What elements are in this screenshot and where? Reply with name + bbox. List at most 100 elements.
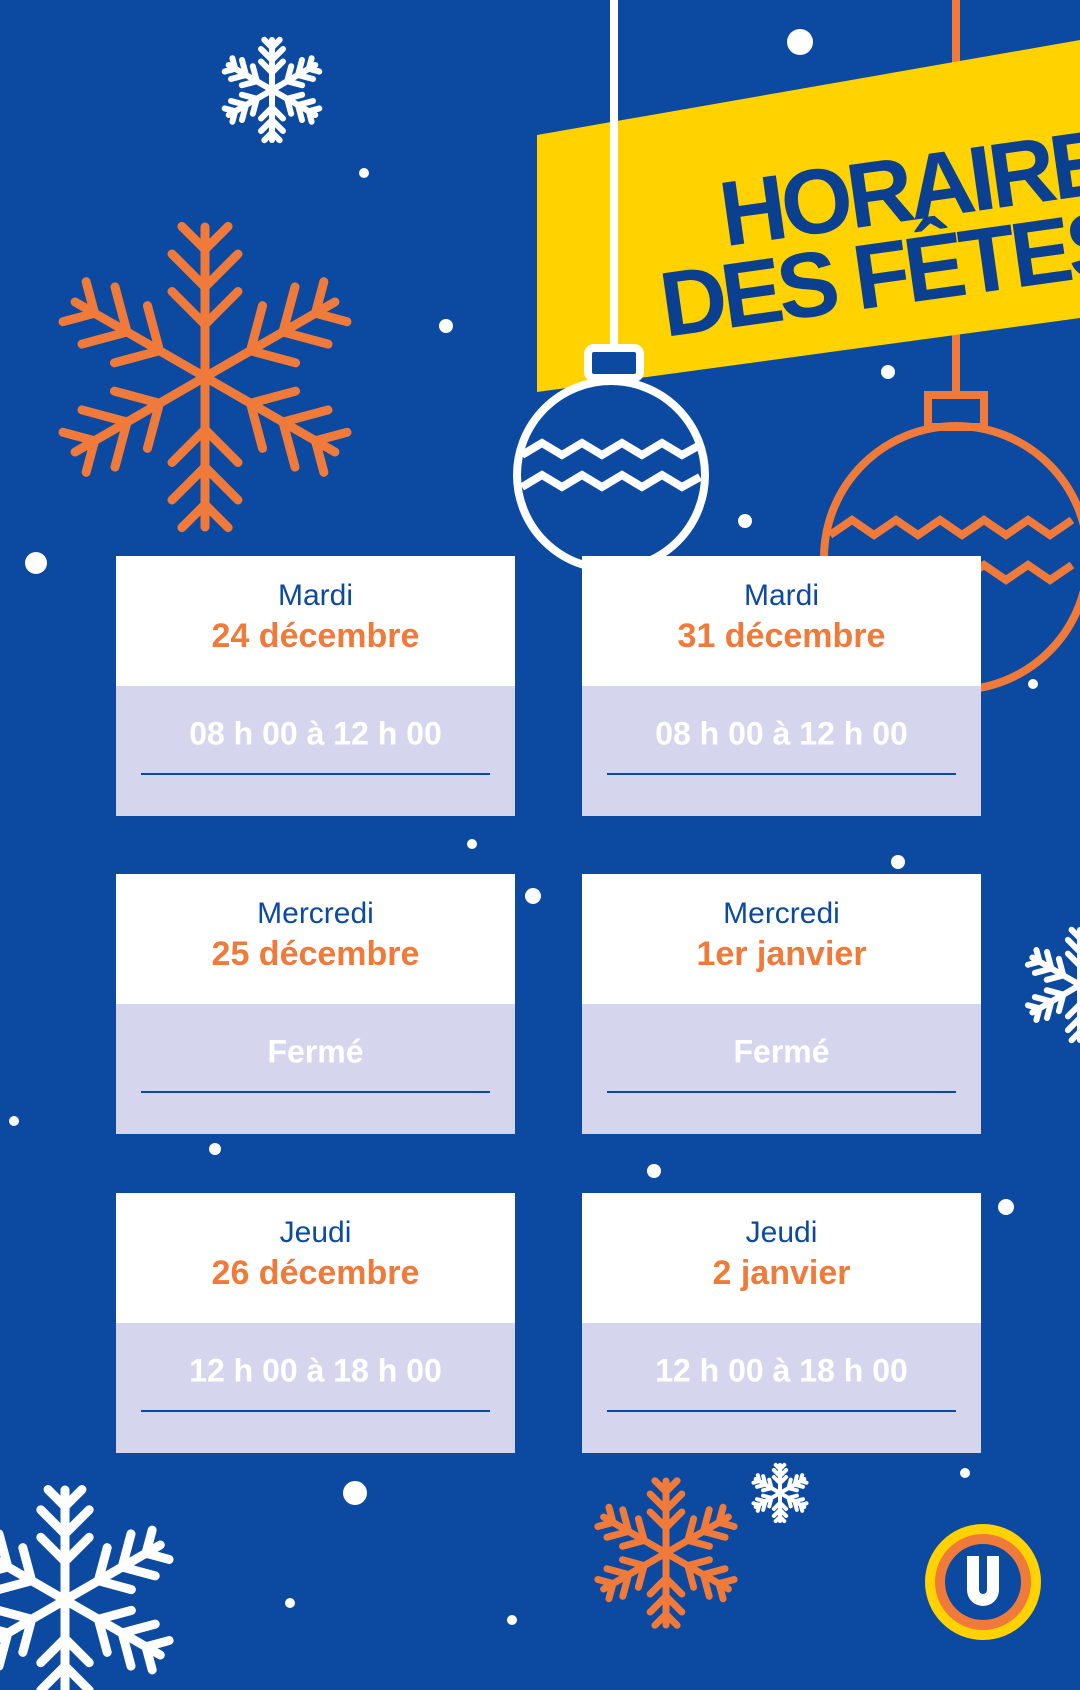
branch (36, 1532, 94, 1568)
snow-dot (209, 1143, 221, 1155)
snowflake-arm (58, 372, 210, 477)
snow-dot (787, 29, 813, 55)
branch (261, 36, 283, 52)
branch (221, 55, 239, 75)
hours: Fermé (267, 1033, 363, 1069)
branch (771, 1506, 789, 1518)
snowflake-arm (646, 1549, 686, 1629)
branch (714, 1503, 738, 1530)
branch (58, 427, 101, 477)
arm (0, 1540, 70, 1605)
snowflake-arm (751, 1491, 782, 1513)
card-bottom (116, 1323, 515, 1453)
branch (0, 1619, 14, 1671)
branch (786, 1493, 799, 1509)
card-top (116, 874, 515, 1004)
branch (683, 1515, 713, 1550)
branch (755, 1497, 768, 1512)
branch (761, 1493, 774, 1509)
card-bottom (582, 1004, 981, 1134)
card-top (582, 874, 981, 1004)
snowflake-arm (646, 1477, 686, 1557)
card-bottom (582, 686, 981, 816)
date: 2 janvier (713, 1254, 851, 1292)
date: 26 décembre (212, 1254, 420, 1292)
branch (1031, 994, 1056, 1022)
branch (116, 1529, 160, 1581)
snowflake-arm (167, 221, 243, 382)
branch (683, 1556, 713, 1591)
branch (36, 1659, 94, 1690)
day-card: Mercredi 1er janvier Fermé (582, 874, 981, 1134)
branch (309, 277, 352, 327)
snowflake-arm (200, 372, 352, 477)
branch (294, 97, 317, 124)
snow-dot (891, 855, 905, 869)
branch (43, 1485, 87, 1513)
snow-dot (998, 1199, 1014, 1215)
snowflake-arm (778, 1473, 809, 1495)
branch (167, 249, 243, 294)
branch (646, 1573, 686, 1598)
branch (309, 427, 352, 477)
logo (925, 1524, 1041, 1640)
card-bottom (116, 1004, 515, 1134)
branch (36, 1505, 94, 1541)
snowflake (594, 1477, 738, 1629)
day-name: Mercredi (723, 897, 840, 930)
snow-dot (439, 319, 453, 333)
white-ornament (513, 0, 709, 573)
branch (258, 115, 286, 134)
branch (227, 56, 250, 83)
branch (603, 1506, 633, 1541)
card-top (116, 556, 515, 686)
branch (771, 1475, 789, 1487)
snowflake-arm (60, 1595, 174, 1675)
branch (699, 1506, 729, 1541)
snowflake (1024, 926, 1080, 1044)
date: 31 décembre (678, 617, 886, 655)
snowflake-arm (0, 1529, 70, 1605)
branch (1064, 1013, 1080, 1034)
snowflake-arm (1064, 982, 1080, 1044)
branch (258, 46, 286, 65)
branch (305, 55, 323, 75)
snowflake-arm (771, 1491, 789, 1524)
snowflake-arm (1024, 982, 1080, 1023)
branch (773, 1513, 787, 1524)
day-card: Jeudi 26 décembre 12 h 00 à 18 h 00 (116, 1193, 515, 1453)
day-card: Mercredi 25 décembre Fermé (116, 874, 515, 1134)
branch (1043, 987, 1068, 1015)
snowflake-arm (594, 1503, 670, 1557)
snow-dot (525, 888, 541, 904)
branch (58, 277, 101, 327)
snow-dot (960, 1468, 970, 1478)
date: 1er janvier (696, 935, 866, 973)
card-top (582, 556, 981, 686)
snowflake-arm (167, 372, 243, 533)
snowflake-arm (60, 1525, 174, 1605)
branch (167, 423, 243, 467)
branch (92, 1605, 136, 1657)
branch (77, 405, 133, 472)
snowflake-arm (258, 36, 286, 93)
branch (619, 1556, 649, 1591)
branch (109, 386, 166, 453)
branch (646, 1490, 686, 1515)
branch (305, 105, 323, 125)
snow-dot (507, 1615, 517, 1625)
snowflake-arm (1064, 926, 1080, 988)
title-banner: HORAIRE DES FÊTES (537, 40, 1080, 392)
hours: 12 h 00 à 18 h 00 (189, 1352, 442, 1388)
branch (1064, 936, 1080, 957)
snowflake-arm (0, 1595, 70, 1671)
snow-dot (285, 1598, 295, 1608)
day-card: Jeudi 2 janvier 12 h 00 à 18 h 00 (582, 1193, 981, 1453)
day-name: Mardi (278, 579, 353, 612)
snow-dot (1028, 679, 1038, 689)
branch (1043, 955, 1068, 983)
snowflake-arm (36, 1595, 94, 1690)
branch (244, 301, 301, 368)
branch (786, 1477, 799, 1493)
